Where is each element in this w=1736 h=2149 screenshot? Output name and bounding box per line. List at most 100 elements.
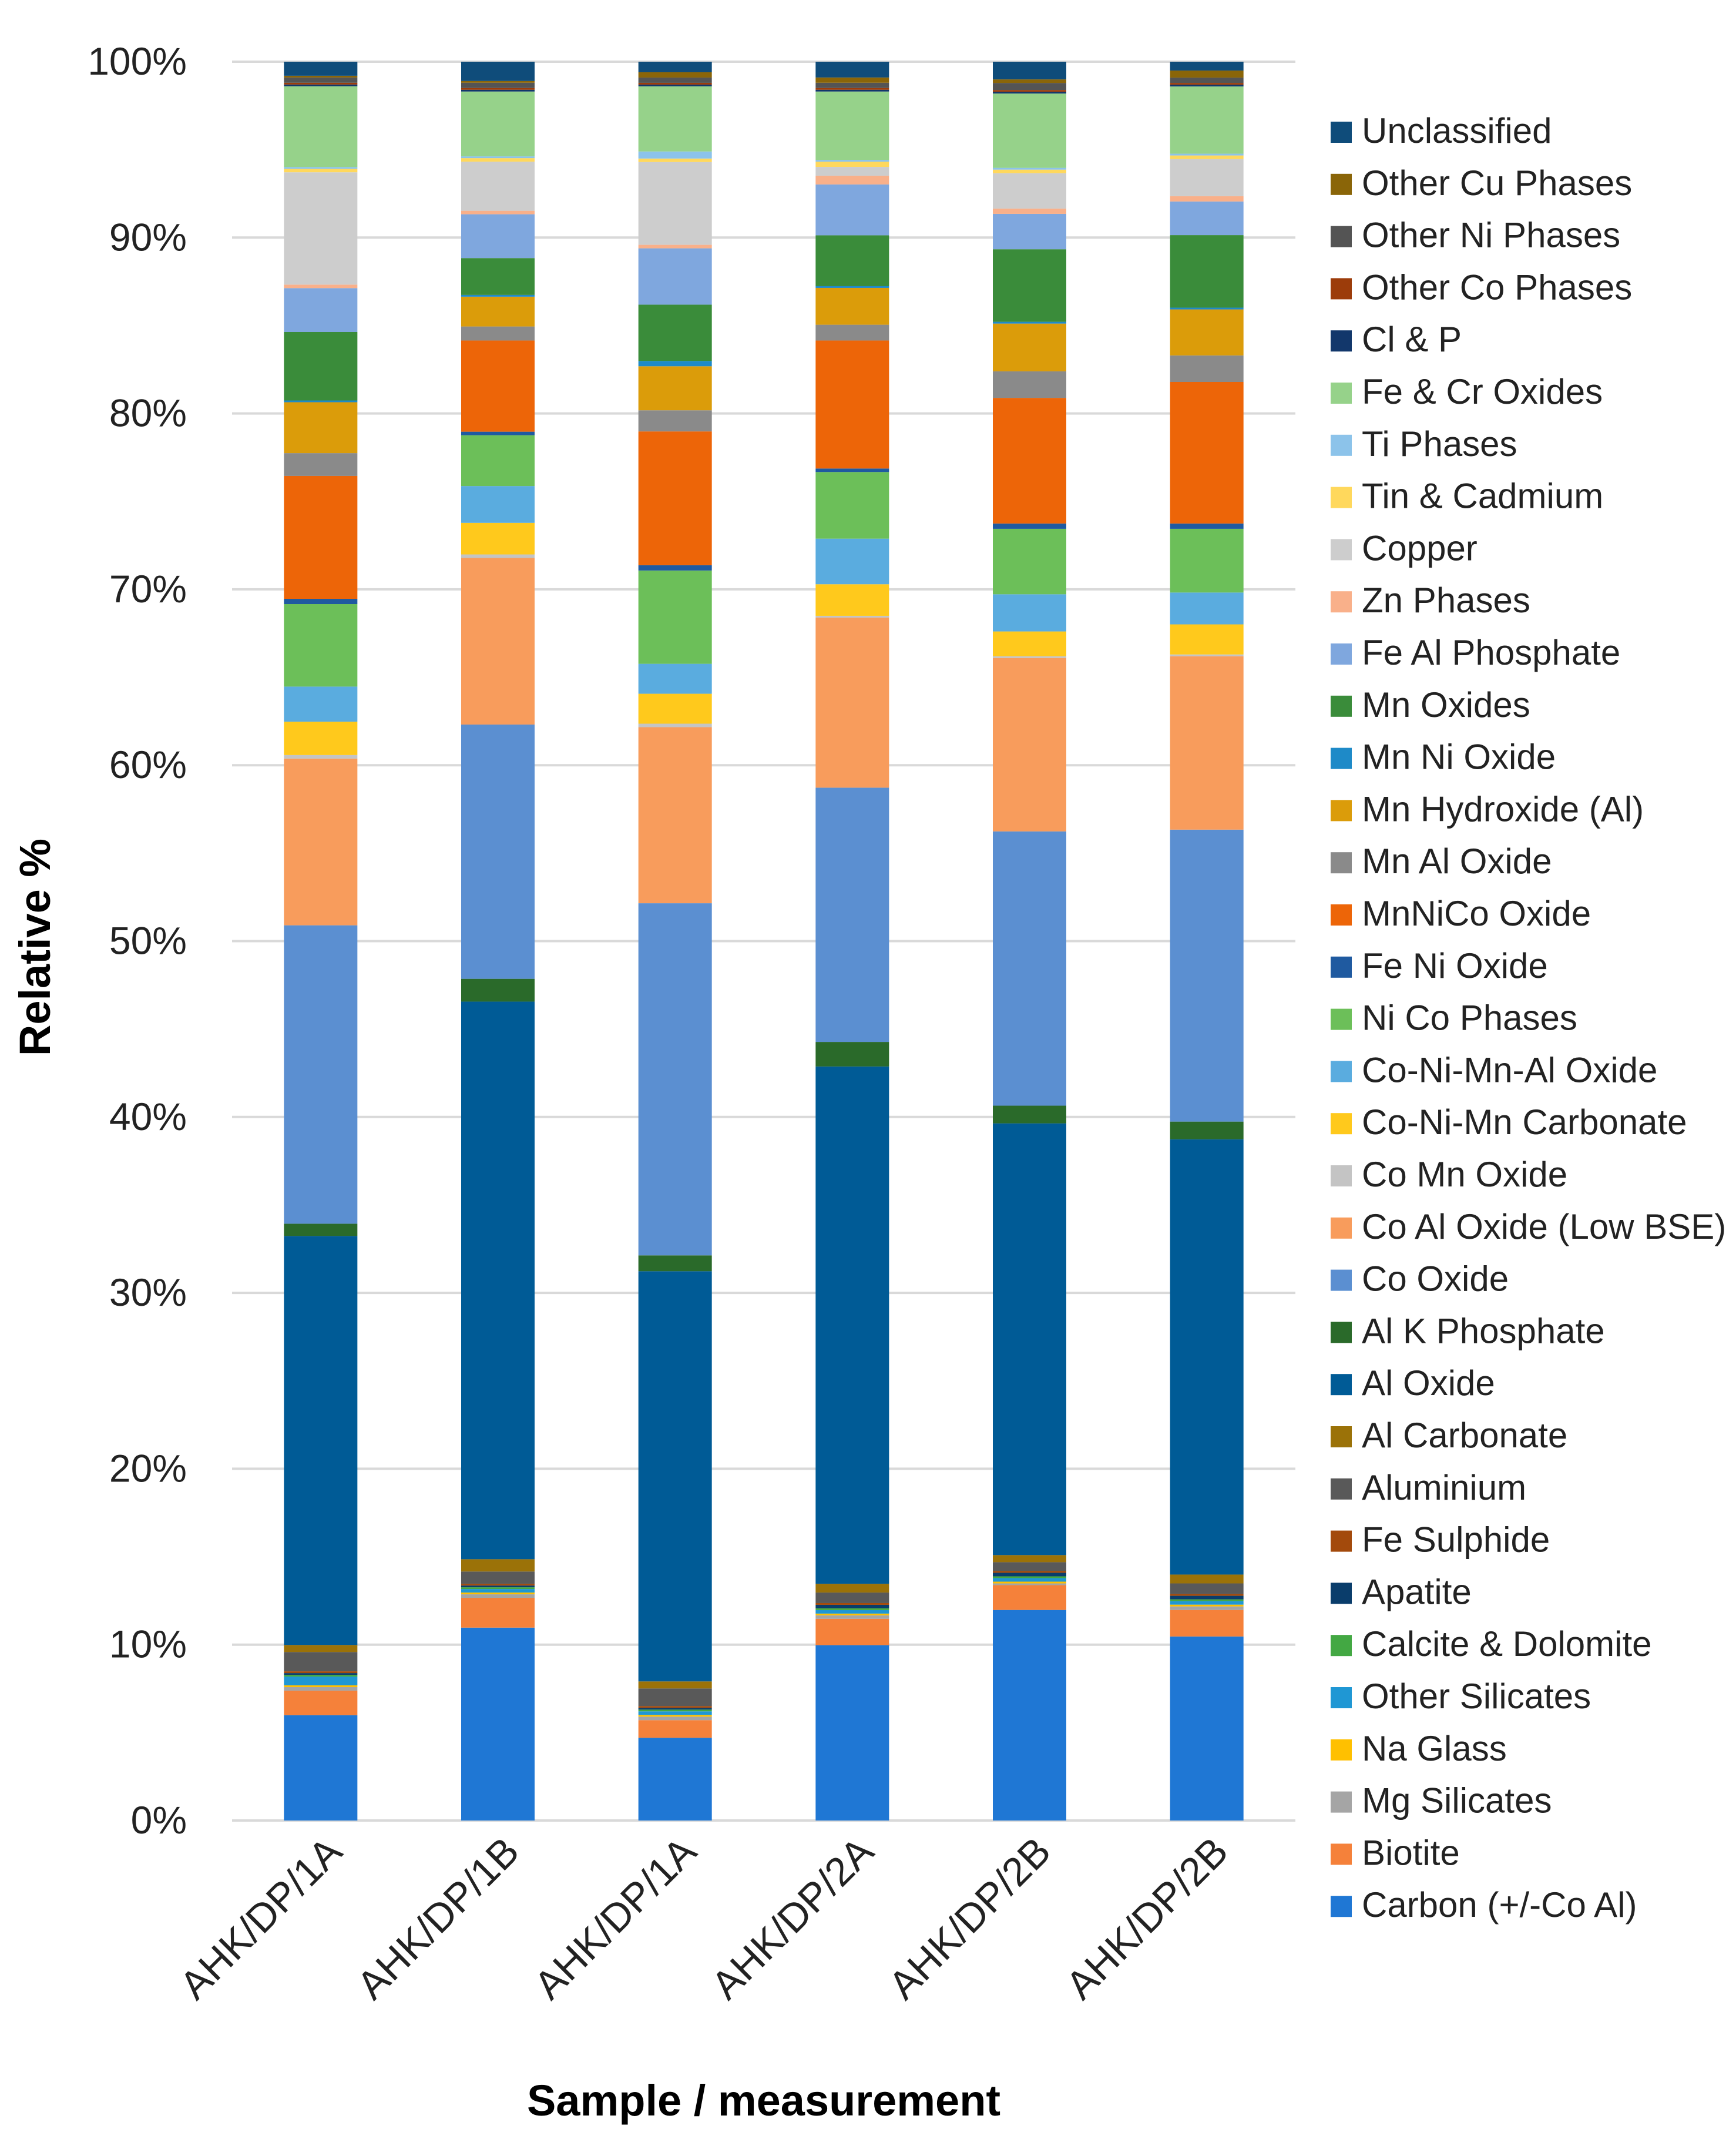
bar-segment bbox=[1170, 62, 1244, 71]
bar-segment bbox=[815, 1593, 889, 1603]
bar-segment bbox=[993, 1573, 1066, 1577]
bar-segment bbox=[638, 1255, 712, 1272]
legend-label: Fe & Cr Oxides bbox=[1362, 372, 1603, 411]
bar-segment bbox=[815, 1618, 889, 1645]
legend-label: Other Co Phases bbox=[1362, 267, 1632, 307]
bar-segment bbox=[815, 82, 889, 88]
bar-segment bbox=[1170, 1599, 1244, 1601]
bar-segment bbox=[815, 340, 889, 469]
bar-segment bbox=[993, 249, 1066, 322]
bar-segment bbox=[461, 431, 535, 435]
bar-segment bbox=[284, 172, 358, 285]
legend-swatch bbox=[1331, 956, 1352, 978]
bar-segment bbox=[461, 91, 535, 157]
bar-segment bbox=[815, 617, 889, 788]
bar-segment bbox=[815, 615, 889, 618]
bar-segment bbox=[815, 468, 889, 472]
bar-segment bbox=[1170, 523, 1244, 529]
legend-swatch bbox=[1331, 1687, 1352, 1708]
bar-segment bbox=[638, 1715, 712, 1717]
bar-segment bbox=[815, 91, 889, 160]
bar-segment bbox=[993, 398, 1066, 524]
bar-segment bbox=[815, 175, 889, 185]
legend-swatch bbox=[1331, 591, 1352, 613]
bar-segment bbox=[815, 62, 889, 78]
legend-swatch bbox=[1331, 695, 1352, 717]
bar-segment bbox=[638, 62, 712, 72]
bar-segment bbox=[284, 400, 358, 403]
bar-segment bbox=[815, 1610, 889, 1614]
bar-segment bbox=[815, 1066, 889, 1584]
legend-label: Zn Phases bbox=[1362, 581, 1530, 620]
y-tick-label: 20% bbox=[109, 1446, 187, 1490]
legend-swatch bbox=[1331, 226, 1352, 247]
bar-segment bbox=[461, 162, 535, 211]
legend-swatch bbox=[1331, 1113, 1352, 1135]
legend-label: Mn Al Oxide bbox=[1362, 842, 1552, 881]
bar-segment bbox=[284, 284, 358, 289]
bar-segment bbox=[638, 1709, 712, 1712]
legend-swatch bbox=[1331, 1426, 1352, 1447]
bar-segment bbox=[638, 1711, 712, 1715]
y-tick-label: 0% bbox=[131, 1798, 187, 1842]
bar-segment bbox=[461, 82, 535, 88]
bar-segment bbox=[993, 631, 1066, 656]
bar-segment bbox=[993, 213, 1066, 250]
bar-segment bbox=[461, 978, 535, 1002]
bar-segment bbox=[993, 1581, 1066, 1584]
bar-segment bbox=[1170, 307, 1244, 310]
bar-segment bbox=[815, 787, 889, 1042]
legend-swatch bbox=[1331, 1791, 1352, 1813]
legend-swatch bbox=[1331, 1374, 1352, 1396]
bar-segment bbox=[815, 1615, 889, 1619]
bar-segment bbox=[815, 1602, 889, 1605]
legend-swatch bbox=[1331, 383, 1352, 404]
y-tick-label: 100% bbox=[88, 39, 187, 83]
bar-segment bbox=[1170, 155, 1244, 159]
legend-swatch bbox=[1331, 1530, 1352, 1552]
legend-label: Al Carbonate bbox=[1362, 1416, 1567, 1455]
legend-swatch bbox=[1331, 1739, 1352, 1761]
legend-label: Unclassified bbox=[1362, 111, 1552, 150]
bar-segment bbox=[993, 93, 1066, 168]
legend-swatch bbox=[1331, 747, 1352, 769]
bar-segment bbox=[1170, 1595, 1244, 1600]
bar-segment bbox=[284, 1677, 358, 1685]
bar-segment bbox=[815, 184, 889, 236]
legend-label: Co Oxide bbox=[1362, 1259, 1509, 1299]
y-tick-label: 80% bbox=[109, 391, 187, 435]
bar-segment bbox=[461, 158, 535, 162]
y-tick-label: 50% bbox=[109, 919, 187, 963]
bar-segment bbox=[638, 1738, 712, 1821]
bar-segment bbox=[1170, 1574, 1244, 1584]
bar-segment bbox=[1170, 159, 1244, 196]
bar-segment bbox=[1170, 1594, 1244, 1596]
bar-segment bbox=[284, 332, 358, 401]
bar-segment bbox=[638, 366, 712, 411]
bar-segment bbox=[1170, 528, 1244, 593]
bar-segment bbox=[815, 584, 889, 616]
bar-segment bbox=[638, 304, 712, 361]
bar-segment bbox=[815, 287, 889, 325]
legend-label: MnNiCo Oxide bbox=[1362, 894, 1591, 933]
legend-label: Ni Co Phases bbox=[1362, 998, 1577, 1038]
bar-segment bbox=[1170, 196, 1244, 202]
legend-label: Al Oxide bbox=[1362, 1363, 1495, 1403]
bar-segment bbox=[993, 83, 1066, 90]
bar-segment bbox=[461, 210, 535, 214]
bar-segment bbox=[284, 722, 358, 755]
bar-segment bbox=[638, 361, 712, 367]
x-axis-title: Sample / measurement bbox=[527, 2076, 1000, 2125]
bar-segment bbox=[1170, 85, 1244, 87]
legend: Unclassified Other Cu Phases Other Ni Phas… bbox=[1331, 111, 1726, 1925]
bar-segment bbox=[1170, 355, 1244, 383]
bar-segment bbox=[638, 1720, 712, 1738]
legend-swatch bbox=[1331, 539, 1352, 561]
y-tick-label: 10% bbox=[109, 1622, 187, 1666]
bar-segment bbox=[461, 294, 535, 297]
bar-segment bbox=[815, 1608, 889, 1610]
legend-swatch bbox=[1331, 852, 1352, 874]
legend-swatch bbox=[1331, 487, 1352, 508]
y-tick-label: 30% bbox=[109, 1270, 187, 1314]
